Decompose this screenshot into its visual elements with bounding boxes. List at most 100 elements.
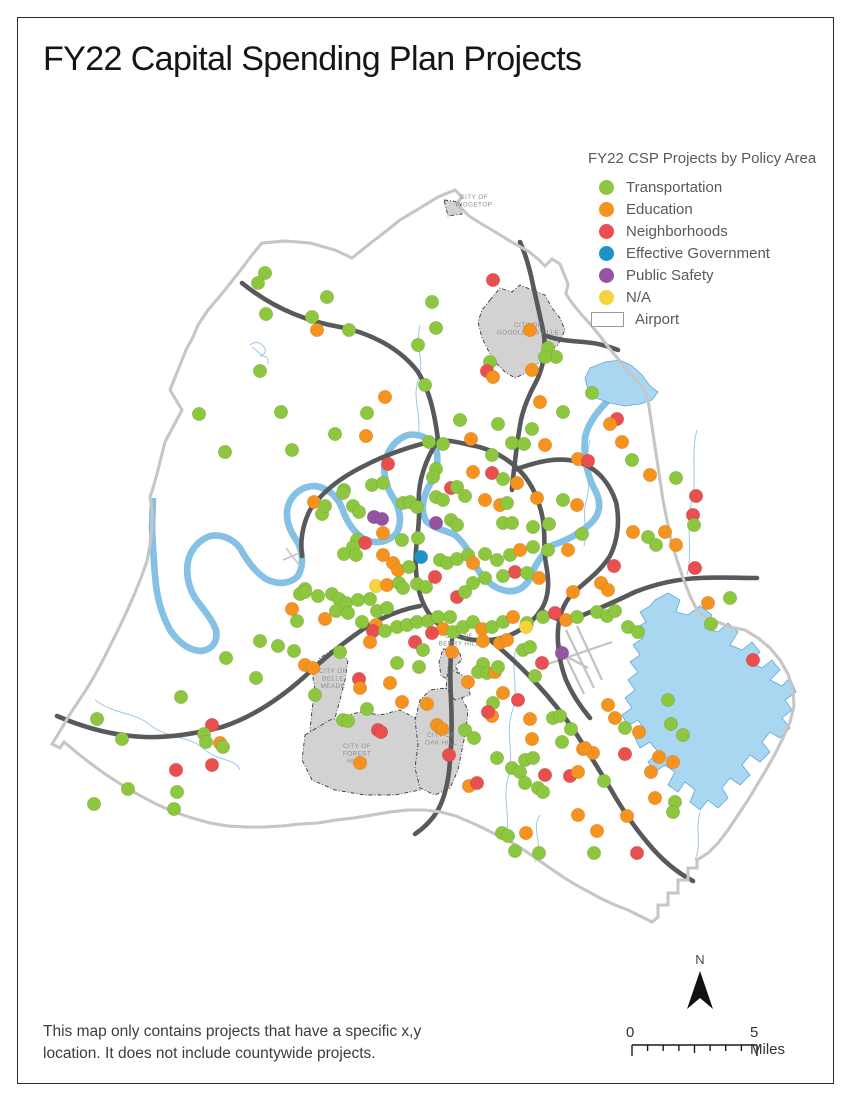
- footnote-line-1: This map only contains projects that hav…: [43, 1023, 422, 1040]
- project-dot: [555, 492, 571, 508]
- project-dot: [529, 490, 545, 506]
- project-dot: [552, 708, 568, 724]
- project-dot: [379, 577, 395, 593]
- project-dot: [531, 570, 547, 586]
- project-dot: [504, 435, 520, 451]
- project-dot: [540, 542, 556, 558]
- project-dot: [625, 524, 641, 540]
- project-dot: [647, 790, 663, 806]
- project-dot: [449, 517, 465, 533]
- project-dot: [495, 685, 511, 701]
- project-dot: [657, 524, 673, 540]
- project-dot: [469, 775, 485, 791]
- project-dot: [606, 558, 622, 574]
- project-dot: [477, 492, 493, 508]
- scale-start-label: 0: [626, 1024, 635, 1041]
- project-dot: [430, 609, 446, 625]
- project-dot: [359, 701, 375, 717]
- city-label: CITY OF RIDGETOP: [456, 194, 492, 209]
- effective-government-dot-icon: [599, 245, 614, 261]
- project-dot: [617, 720, 633, 736]
- project-dot: [499, 495, 515, 511]
- project-dot: [435, 436, 451, 452]
- project-dot: [252, 633, 268, 649]
- project-dot: [519, 565, 535, 581]
- project-dot: [504, 515, 520, 531]
- project-dot: [580, 453, 596, 469]
- tune-airport-icon: [282, 547, 303, 567]
- project-dot: [687, 560, 703, 576]
- project-dot: [607, 710, 623, 726]
- project-dot: [215, 739, 231, 755]
- project-dot: [362, 591, 378, 607]
- project-dot: [352, 680, 368, 696]
- project-dot: [554, 645, 570, 661]
- project-dot: [619, 808, 635, 824]
- legend-item-na: N/A: [588, 286, 816, 308]
- project-dot: [441, 747, 457, 763]
- project-dot: [688, 488, 704, 504]
- project-dot: [495, 568, 511, 584]
- project-dot: [584, 385, 600, 401]
- project-dot: [191, 406, 207, 422]
- project-dot: [517, 775, 533, 791]
- project-dot: [395, 580, 411, 596]
- transportation-dot-icon: [599, 179, 614, 195]
- project-dot: [512, 542, 528, 558]
- scale-bar-ticks: [631, 1044, 758, 1056]
- project-dot: [665, 754, 681, 770]
- project-dot: [586, 845, 602, 861]
- project-dot: [510, 692, 526, 708]
- project-dot: [380, 456, 396, 472]
- county-boundary: [49, 188, 796, 924]
- project-dot: [168, 762, 184, 778]
- project-dot: [554, 734, 570, 750]
- project-dot: [382, 675, 398, 691]
- project-dot: [375, 475, 391, 491]
- project-dot: [522, 639, 538, 655]
- project-dot: [377, 389, 393, 405]
- project-dot: [362, 634, 378, 650]
- project-dot: [350, 592, 366, 608]
- legend-item-education: Education: [588, 198, 816, 220]
- project-dot: [352, 755, 368, 771]
- project-dot: [722, 590, 738, 606]
- project-dot: [631, 724, 647, 740]
- project-dot: [401, 559, 417, 575]
- project-dot: [449, 479, 465, 495]
- project-dot: [289, 613, 305, 629]
- project-dot: [465, 555, 481, 571]
- project-dot: [569, 497, 585, 513]
- project-dot: [560, 542, 576, 558]
- project-dot: [643, 764, 659, 780]
- project-dot: [428, 515, 444, 531]
- project-dot: [499, 632, 515, 648]
- project-dot: [507, 843, 523, 859]
- project-dot: [600, 582, 616, 598]
- project-dot: [484, 465, 500, 481]
- project-dot: [409, 499, 425, 515]
- project-dot: [434, 721, 450, 737]
- project-dot: [522, 711, 538, 727]
- project-dot: [477, 570, 493, 586]
- project-dot: [198, 734, 214, 750]
- project-dot: [340, 605, 356, 621]
- project-dot: [394, 532, 410, 548]
- legend-item-effective-government: Effective Government: [588, 242, 816, 264]
- project-dot: [484, 447, 500, 463]
- project-dot: [413, 549, 429, 565]
- road-i40-west: [54, 603, 423, 740]
- project-dot: [703, 616, 719, 632]
- project-dot: [522, 322, 538, 338]
- project-dot: [565, 584, 581, 600]
- project-dot: [518, 619, 534, 635]
- public-safety-dot-icon: [599, 267, 614, 283]
- road-briley-west: [299, 437, 441, 559]
- project-dot: [500, 828, 516, 844]
- project-dot: [428, 320, 444, 336]
- project-dot: [411, 659, 427, 675]
- city-area-forest-hills: [301, 709, 431, 796]
- project-dot: [375, 525, 391, 541]
